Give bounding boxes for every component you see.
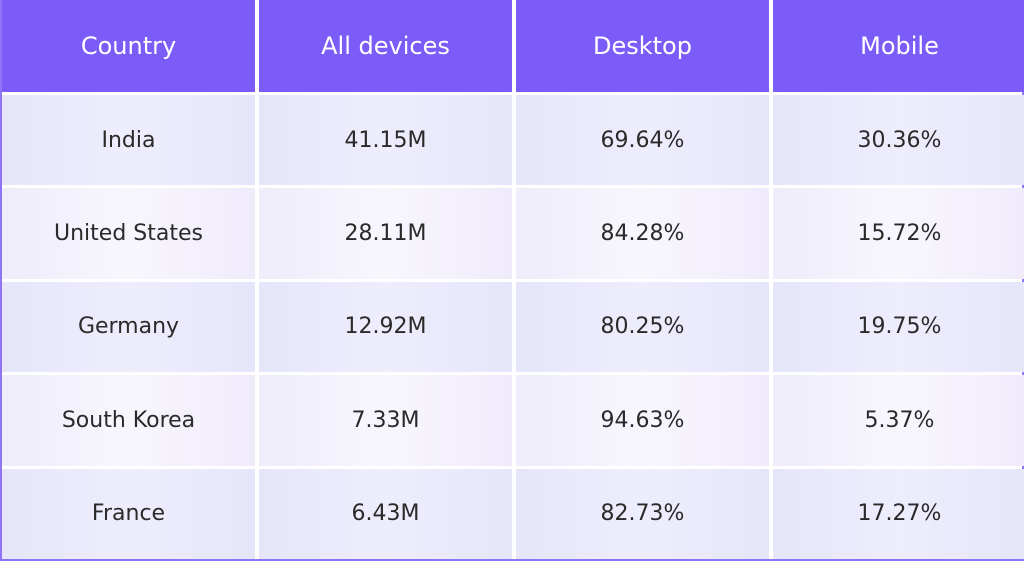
table-cell: 6.43M <box>259 468 512 559</box>
header-cell: All devices <box>259 0 512 92</box>
table-cell: 12.92M <box>259 281 512 373</box>
table-cell: 5.37% <box>773 375 1024 466</box>
header-cell: Country <box>2 0 255 92</box>
header-cell: Desktop <box>516 0 769 92</box>
table-cell: 19.75% <box>773 281 1024 373</box>
table-cell: South Korea <box>2 375 255 466</box>
table-cell: 84.28% <box>516 188 769 279</box>
table-cell: 30.36% <box>773 95 1024 186</box>
table-cell: United States <box>2 188 255 279</box>
table-cell: France <box>2 468 255 559</box>
table-cell: 15.72% <box>773 188 1024 279</box>
table-cell: 7.33M <box>259 375 512 466</box>
table-cell: 41.15M <box>259 95 512 186</box>
table-cell: 17.27% <box>773 468 1024 559</box>
table-cell: 94.63% <box>516 375 769 466</box>
header-cell: Mobile <box>773 0 1024 92</box>
table-cell: 69.64% <box>516 95 769 186</box>
table-cell: 80.25% <box>516 281 769 373</box>
table-cell: Germany <box>2 281 255 373</box>
table-cell: India <box>2 95 255 186</box>
table-cell: 82.73% <box>516 468 769 559</box>
table-cell: 28.11M <box>259 188 512 279</box>
